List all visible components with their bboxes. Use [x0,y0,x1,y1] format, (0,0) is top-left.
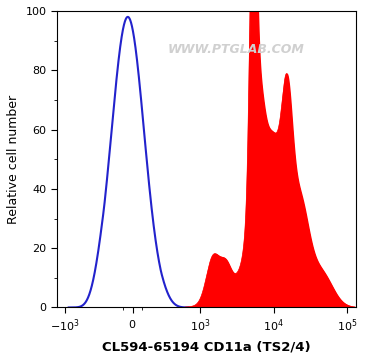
X-axis label: CL594-65194 CD11a (TS2/4): CL594-65194 CD11a (TS2/4) [102,340,311,353]
Y-axis label: Relative cell number: Relative cell number [7,95,20,224]
Text: WWW.PTGLAB.COM: WWW.PTGLAB.COM [168,43,305,56]
